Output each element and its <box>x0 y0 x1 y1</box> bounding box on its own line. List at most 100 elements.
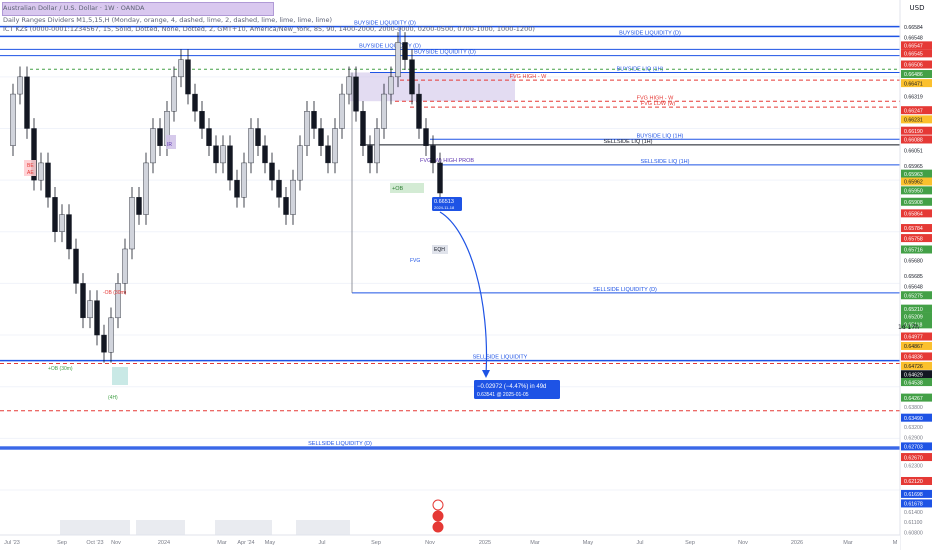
candle-body <box>367 145 373 164</box>
liquidity-level-label: BUYSIDE LIQ (1H) <box>637 133 684 139</box>
price-axis-tag: 0.65784 <box>904 226 923 232</box>
price-axis-tag: 0.65210 <box>904 307 923 313</box>
candle-body <box>206 128 212 146</box>
price-axis-tag: 0.66247 <box>904 108 923 114</box>
price-axis-tag-bg <box>901 169 932 178</box>
price-axis-tag: 0.66471 <box>904 81 923 87</box>
price-axis-tag-bg <box>901 361 932 370</box>
indicator-legend-ict-kz[interactable]: ICT KZs (0000-0001:1234567, 15, Solid, D… <box>3 25 535 33</box>
symbol-title[interactable]: Australian Dollar / U.S. Dollar · 1W · O… <box>3 4 145 12</box>
ob-zone <box>390 183 424 193</box>
candle-body <box>353 76 359 112</box>
price-axis-tag-bg <box>901 332 932 341</box>
price-axis-tag-bg <box>901 378 932 387</box>
candle-body <box>213 145 219 164</box>
projection-target: 0.63541 @ 2025-01-05 <box>477 392 529 398</box>
price-axis-tag-bg <box>901 528 932 537</box>
price-axis-tag-bg <box>901 92 932 101</box>
candle-body <box>388 76 394 95</box>
candle-body <box>31 128 37 181</box>
candle-body <box>73 248 79 284</box>
projection-box: −0.02972 (−4.47%) in 49d 0.63541 @ 2025-0… <box>474 380 560 399</box>
candle-body <box>101 334 107 353</box>
price-axis: 0.66584 0.66548 0.66547 0.66545 0.66506 0.664… <box>899 0 932 550</box>
price-axis-tag-bg <box>901 209 932 218</box>
candle-body <box>129 197 135 250</box>
price-axis-tag-bg <box>901 161 932 170</box>
price-axis-tag-bg <box>901 135 932 144</box>
price-axis-tag-bg <box>901 126 932 135</box>
price-axis-tag: 0.63800 <box>904 405 923 411</box>
price-axis-tag-bg <box>901 402 932 411</box>
price-axis-tag: 0.64867 <box>904 344 923 350</box>
time-axis-label: May <box>265 540 276 546</box>
price-axis-tag-bg <box>901 433 932 442</box>
fvg-box <box>350 72 515 102</box>
projection-box-bg <box>474 380 560 399</box>
price-axis-tag-bg <box>901 352 932 361</box>
candle-body <box>80 283 86 319</box>
candle-body <box>115 283 121 319</box>
liquidity-level-label: BUYSIDE LIQUIDITY (D) <box>359 43 421 49</box>
time-axis-label: 2025 <box>479 540 491 546</box>
price-axis-tag: 0.63490 <box>904 416 923 422</box>
price-axis-tag-bg <box>901 370 932 379</box>
candle-body <box>395 42 401 78</box>
price-axis-tag: 0.65864 <box>904 212 923 218</box>
price-axis-tag-bg <box>901 291 932 300</box>
price-axis-tag: 0.64836 <box>904 355 923 361</box>
price-axis-tag: 0.62670 <box>904 455 923 461</box>
price-axis-tag: 0.61698 <box>904 492 923 498</box>
price-axis-tag: 0.62900 <box>904 435 923 441</box>
liquidity-level-label: FVG HIGH - W <box>510 74 547 80</box>
ob-label-bull-2: +OB <box>392 186 403 192</box>
candle-body <box>52 197 58 232</box>
candle-body <box>255 128 261 146</box>
price-axis-tag: 0.66231 <box>904 118 923 124</box>
price-axis-tag: 0.62300 <box>904 464 923 470</box>
liquidity-level-label: BUYSIDE LIQUIDITY (D) <box>354 21 416 27</box>
candle-body <box>248 128 254 164</box>
candle-body <box>227 145 233 181</box>
candle-body <box>290 179 296 215</box>
candle-body <box>24 76 30 129</box>
fvg-box-label: FVG (W) HIGH PROB <box>420 158 474 164</box>
h4-label: (4H) <box>108 395 118 401</box>
price-axis-tag-bg <box>901 304 932 313</box>
candle-body <box>360 111 366 146</box>
price-axis-tag-bg <box>901 234 932 243</box>
time-axis-label: Nov <box>738 540 748 546</box>
price-axis-tag: 0.65963 <box>904 172 923 178</box>
candle-body <box>297 145 303 181</box>
price-axis-tag: 0.65685 <box>904 274 923 280</box>
price-axis-tag-bg <box>901 49 932 58</box>
time-axis-label: Nov <box>111 540 121 546</box>
price-axis-tag: 0.64267 <box>904 396 923 402</box>
candle-body <box>304 111 310 146</box>
price-axis-tag-bg <box>901 115 932 124</box>
price-axis-tag-bg <box>901 312 932 321</box>
candle-body <box>45 162 51 198</box>
price-marker-value: 0.66513 <box>434 199 454 205</box>
price-axis-tag: 0.66088 <box>904 138 923 144</box>
be-label: BE <box>27 163 34 169</box>
price-axis-tag: 0.61678 <box>904 502 923 508</box>
time-axis-label: Mar <box>530 540 540 546</box>
price-axis-tag-bg <box>901 224 932 233</box>
time-axis-label: Sep <box>57 540 67 546</box>
currency-label[interactable]: USD <box>909 4 925 12</box>
candle-body <box>269 162 275 181</box>
price-axis-tag-bg <box>901 186 932 195</box>
price-axis-tag-bg <box>901 442 932 451</box>
price-axis-tag: 0.65716 <box>904 248 923 254</box>
price-axis-tag-bg <box>901 177 932 186</box>
price-axis-tag-bg <box>901 146 932 155</box>
ae-label: AE <box>27 170 34 176</box>
time-axis-label: Mar <box>843 540 853 546</box>
projection-change: −0.02972 (−4.47%) in 49d <box>477 384 546 390</box>
price-axis-tag-bg <box>901 476 932 485</box>
be-ae-box <box>24 160 36 176</box>
indicator-legend-daily-ranges[interactable]: Daily Ranges Dividers M1,5,15,H (Monday,… <box>3 16 332 24</box>
price-axis-tag: 0.65648 <box>904 285 923 291</box>
